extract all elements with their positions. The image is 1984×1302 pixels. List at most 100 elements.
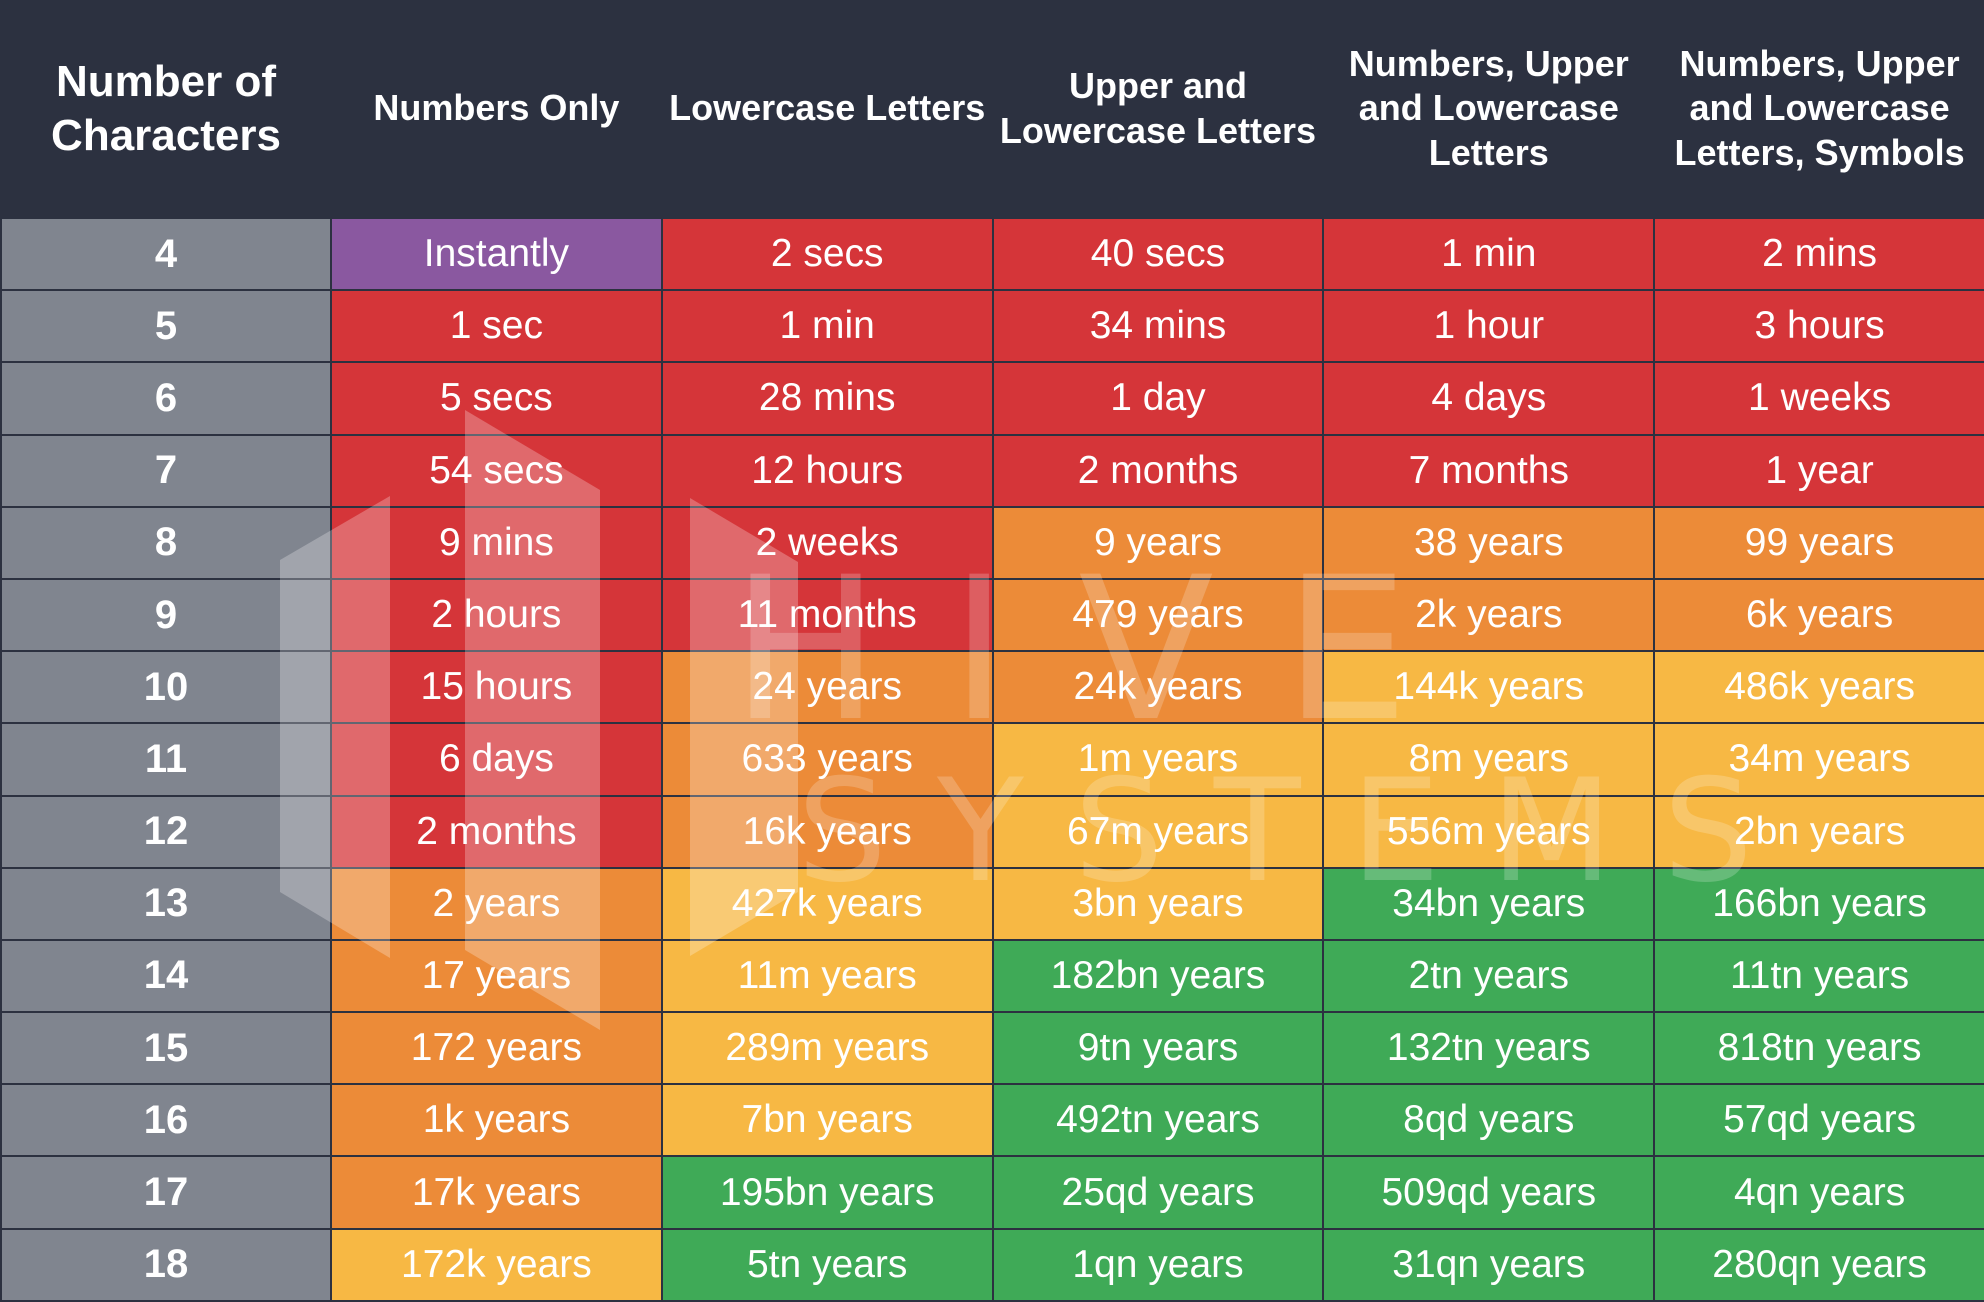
crack-time-cell: 25qd years	[991, 1155, 1325, 1230]
crack-time-cell: 2tn years	[1322, 938, 1656, 1014]
crack-time-cell: 24 years	[660, 650, 994, 725]
header-row: Number of Characters Numbers Only Lowerc…	[1, 0, 1984, 218]
crack-time-cell: 2 secs	[660, 216, 994, 292]
row-label-characters: 4	[0, 216, 332, 292]
crack-time-cell: 2 weeks	[660, 505, 994, 580]
crack-time-cell: 34m years	[1653, 722, 1984, 797]
crack-time-cell: 2k years	[1322, 577, 1656, 653]
crack-time-cell: 38 years	[1322, 505, 1656, 580]
crack-time-cell: 818tn years	[1653, 1011, 1984, 1086]
crack-time-cell: 2bn years	[1653, 794, 1984, 869]
row-label-characters: 9	[0, 577, 332, 653]
crack-time-cell: 280qn years	[1653, 1227, 1984, 1302]
crack-time-cell: 6k years	[1653, 577, 1984, 653]
table-row: 17 17k years 195bn years 25qd years 509qd ye…	[0, 1155, 1984, 1230]
crack-time-cell: 1k years	[330, 1083, 663, 1158]
crack-time-cell: 1m years	[991, 722, 1325, 797]
row-label-characters: 5	[0, 289, 332, 364]
column-header: Upper and Lowercase Letters	[992, 0, 1324, 218]
crack-time-cell: 9 mins	[330, 505, 663, 580]
crack-time-cell: 11m years	[660, 938, 994, 1014]
crack-time-cell: 28 mins	[660, 361, 994, 436]
row-label-characters: 10	[0, 650, 332, 725]
table-row: 13 2 years 427k years 3bn years 34bn years 16…	[0, 866, 1984, 941]
crack-time-cell: 11tn years	[1653, 938, 1984, 1014]
crack-time-cell: 1 weeks	[1653, 361, 1984, 436]
row-label-characters: 14	[0, 938, 332, 1014]
crack-time-cell: 17 years	[330, 938, 663, 1014]
row-label-characters: 16	[0, 1083, 332, 1158]
row-label-characters: 8	[0, 505, 332, 580]
table-row: 18 172k years 5tn years 1qn years 31qn years…	[0, 1227, 1984, 1302]
crack-time-cell: 2 months	[991, 433, 1325, 508]
crack-time-cell: 1 min	[660, 289, 994, 364]
crack-time-cell: 556m years	[1322, 794, 1656, 869]
crack-time-cell: 15 hours	[330, 650, 663, 725]
crack-time-cell: 172 years	[330, 1011, 663, 1086]
crack-time-cell: 4 days	[1322, 361, 1656, 436]
column-header: Number of Characters	[1, 0, 331, 218]
crack-time-cell: 17k years	[330, 1155, 663, 1230]
table-row: 4 Instantly 2 secs 40 secs 1 min 2 mins	[0, 216, 1984, 292]
crack-time-cell: 195bn years	[660, 1155, 994, 1230]
column-header: Numbers Only	[331, 0, 662, 218]
crack-time-cell: 172k years	[330, 1227, 663, 1302]
row-label-characters: 15	[0, 1011, 332, 1086]
crack-time-cell: 34 mins	[991, 289, 1325, 364]
crack-time-cell: 3bn years	[991, 866, 1325, 941]
column-header: Numbers, Upper and Lowercase Letters, Sy…	[1654, 0, 1984, 218]
crack-time-cell: 132tn years	[1322, 1011, 1656, 1086]
row-label-characters: 18	[0, 1227, 332, 1302]
crack-time-cell: 54 secs	[330, 433, 663, 508]
crack-time-cell: 1 min	[1322, 216, 1656, 292]
table-row: 14 17 years 11m years 182bn years 2tn years 1…	[0, 938, 1984, 1014]
row-label-characters: 6	[0, 361, 332, 436]
crack-time-cell: 3 hours	[1653, 289, 1984, 364]
table-body: 4 Instantly 2 secs 40 secs 1 min 2 mins 5 1 sec…	[0, 216, 1984, 1302]
column-header: Numbers, Upper and Lowercase Letters	[1323, 0, 1655, 218]
row-label-characters: 17	[0, 1155, 332, 1230]
crack-time-cell: 2 months	[330, 794, 663, 869]
crack-time-cell: 182bn years	[991, 938, 1325, 1014]
crack-time-cell: 6 days	[330, 722, 663, 797]
table-row: 16 1k years 7bn years 492tn years 8qd years 5…	[0, 1083, 1984, 1158]
crack-time-cell: 7 months	[1322, 433, 1656, 508]
crack-time-cell: 8qd years	[1322, 1083, 1656, 1158]
crack-time-cell: 7bn years	[660, 1083, 994, 1158]
crack-time-cell: 1 year	[1653, 433, 1984, 508]
crack-time-cell: 34bn years	[1322, 866, 1656, 941]
crack-time-cell: 1qn years	[991, 1227, 1325, 1302]
crack-time-cell: 633 years	[660, 722, 994, 797]
crack-time-cell: 1 hour	[1322, 289, 1656, 364]
table-row: 10 15 hours 24 years 24k years 144k years 486…	[0, 650, 1984, 725]
table-row: 11 6 days 633 years 1m years 8m years 34m yea…	[0, 722, 1984, 797]
crack-time-cell: 9tn years	[991, 1011, 1325, 1086]
crack-time-cell: 5 secs	[330, 361, 663, 436]
crack-time-cell: 1 day	[991, 361, 1325, 436]
table-row: 7 54 secs 12 hours 2 months 7 months 1 year	[0, 433, 1984, 508]
crack-time-cell: 11 months	[660, 577, 994, 653]
crack-time-cell: 479 years	[991, 577, 1325, 653]
crack-time-cell: 486k years	[1653, 650, 1984, 725]
crack-time-cell: 16k years	[660, 794, 994, 869]
crack-time-cell: 144k years	[1322, 650, 1656, 725]
table-row: 12 2 months 16k years 67m years 556m years 2b…	[0, 794, 1984, 869]
row-label-characters: 12	[0, 794, 332, 869]
crack-time-cell: 2 years	[330, 866, 663, 941]
crack-time-cell: 67m years	[991, 794, 1325, 869]
crack-time-cell: 509qd years	[1322, 1155, 1656, 1230]
crack-time-cell: 2 hours	[330, 577, 663, 653]
crack-time-cell: 31qn years	[1322, 1227, 1656, 1302]
crack-time-cell: Instantly	[330, 216, 663, 292]
crack-time-cell: 4qn years	[1653, 1155, 1984, 1230]
crack-time-cell: 5tn years	[660, 1227, 994, 1302]
crack-time-cell: 99 years	[1653, 505, 1984, 580]
row-label-characters: 11	[0, 722, 332, 797]
crack-time-cell: 427k years	[660, 866, 994, 941]
crack-time-cell: 57qd years	[1653, 1083, 1984, 1158]
crack-time-cell: 166bn years	[1653, 866, 1984, 941]
